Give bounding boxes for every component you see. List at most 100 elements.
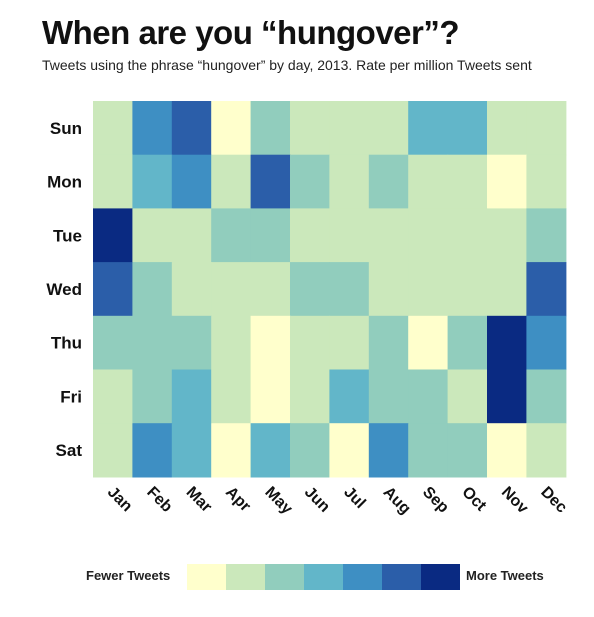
heatmap-cell-fri-dec [526,369,567,424]
heatmap-cell-wed-jun [290,262,330,317]
heatmap-cell-tue-aug [368,208,409,263]
y-tick-label: Thu [51,334,82,353]
heatmap-cell-sat-dec [526,423,567,478]
legend-swatch [265,564,304,590]
heatmap-cell-mon-jul [329,154,370,209]
x-tick-label: Jul [340,484,368,512]
x-tick-label: Dec [537,484,570,517]
heatmap-cell-wed-oct [447,262,488,317]
heatmap-cell-mon-oct [447,154,488,209]
x-tick-label: Jan [104,484,136,516]
legend-color-scale [187,564,460,590]
heatmap-cell-sat-may [250,423,291,478]
heatmap-cell-fri-may [250,369,291,424]
heatmap-cell-fri-jan [93,369,133,424]
heatmap-cell-tue-feb [132,208,173,263]
heatmap-cell-sun-jan [93,101,133,156]
heatmap-cell-sun-mar [171,101,212,156]
heatmap-cell-thu-jul [329,315,370,371]
heatmap-cell-fri-sep [408,369,449,424]
legend-swatch [421,564,460,590]
x-tick-label: Sep [419,484,452,517]
x-tick-label: May [261,484,295,518]
heatmap-cell-wed-mar [171,262,212,317]
heatmap-cell-sun-dec [526,101,567,156]
heatmap-cell-sun-feb [132,101,173,156]
heatmap-cell-mon-jun [290,154,330,209]
y-tick-label: Mon [47,173,82,192]
x-tick-label: Aug [380,484,414,518]
heatmap-cell-fri-feb [132,369,173,424]
legend-swatch [226,564,265,590]
heatmap-cell-mon-sep [408,154,449,209]
x-tick-label: Feb [143,484,175,516]
heatmap-cell-sat-jan [93,423,133,478]
heatmap-cell-wed-jul [329,262,370,317]
heatmap-cell-mon-apr [211,154,252,209]
x-tick-label: Mar [183,484,215,516]
heatmap-cell-wed-feb [132,262,173,317]
heatmap-cell-sat-oct [447,423,488,478]
heatmap-cell-thu-may [250,315,291,371]
heatmap-cell-thu-nov [487,315,527,371]
heatmap-cell-sat-jun [290,423,330,478]
heatmap-cell-sun-aug [368,101,409,156]
heatmap-cell-tue-jun [290,208,330,263]
heatmap-cell-tue-nov [487,208,527,263]
y-tick-label: Wed [46,280,82,299]
heatmap-chart: Sun Mon Tue Wed Thu Fri Sat Jan Feb Mar Apr May Jun J… [46,101,570,518]
heatmap-cell-thu-apr [211,315,252,371]
heatmap-cell-mon-dec [526,154,567,209]
heatmap-cell-thu-aug [368,315,409,371]
x-tick-label: Nov [498,484,531,517]
heatmap-cell-wed-aug [368,262,409,317]
heatmap-cell-fri-mar [171,369,212,424]
heatmap-cell-fri-jul [329,369,370,424]
y-tick-label: Sat [56,441,83,460]
heatmap-cell-wed-nov [487,262,527,317]
heatmap-cell-tue-mar [171,208,212,263]
heatmap-cell-sat-mar [171,423,212,478]
legend-swatch [187,564,226,590]
heatmap-cell-wed-apr [211,262,252,317]
legend-high-label: More Tweets [466,568,544,583]
heatmap-cell-fri-jun [290,369,330,424]
heatmap-cell-sun-sep [408,101,449,156]
heatmap-cell-fri-oct [447,369,488,424]
heatmap-cell-thu-jun [290,315,330,371]
heatmap-cell-mon-jan [93,154,133,209]
chart-subtitle: Tweets using the phrase “hungover” by da… [42,57,532,73]
legend-low-label: Fewer Tweets [86,568,171,583]
heatmap-cell-tue-apr [211,208,252,263]
legend-swatch [343,564,382,590]
heatmap-cell-sun-apr [211,101,252,156]
heatmap-cell-sat-aug [368,423,409,478]
heatmap-cell-tue-jan [93,208,133,263]
heatmap-cell-tue-jul [329,208,370,263]
heatmap-cell-sat-jul [329,423,370,478]
heatmap-cell-sun-nov [487,101,527,156]
y-tick-label: Fri [60,387,82,406]
heatmap-cell-wed-jan [93,262,133,317]
heatmap-cell-thu-feb [132,315,173,371]
heatmap-cell-wed-sep [408,262,449,317]
heatmap-cell-sun-jun [290,101,330,156]
heatmap-cell-tue-oct [447,208,488,263]
heatmap-cell-wed-dec [526,262,567,317]
heatmap-cell-tue-may [250,208,291,263]
x-tick-label: Apr [222,484,254,516]
y-tick-label: Tue [53,226,82,245]
x-tick-label: Jun [301,484,333,516]
heatmap-cell-tue-sep [408,208,449,263]
x-tick-label: Oct [458,484,489,515]
heatmap-cell-wed-may [250,262,291,317]
heatmap-cell-sun-may [250,101,291,156]
heatmap-cell-mon-mar [171,154,212,209]
heatmap-cell-fri-aug [368,369,409,424]
heatmap-cell-thu-mar [171,315,212,371]
heatmap-cell-thu-sep [408,315,449,371]
legend-swatch [382,564,421,590]
heatmap-cell-tue-dec [526,208,567,263]
heatmap-cell-sat-sep [408,423,449,478]
heatmap-cell-mon-may [250,154,291,209]
